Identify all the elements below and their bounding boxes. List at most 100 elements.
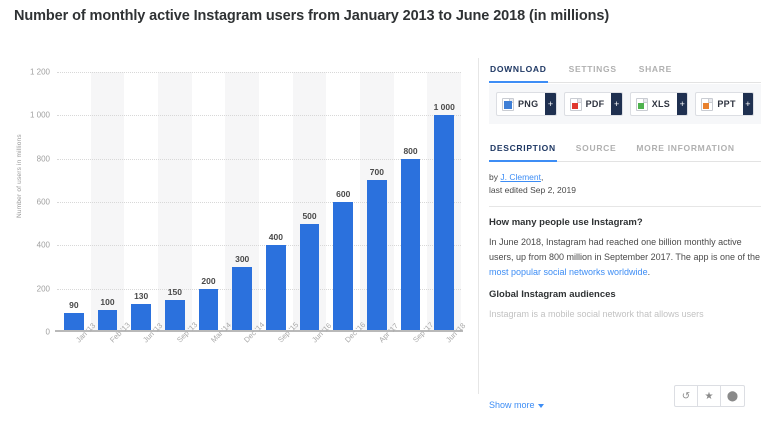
description-heading-2: Global Instagram audiences bbox=[489, 289, 616, 301]
gridline bbox=[57, 202, 461, 203]
bar-slot: 130 bbox=[124, 72, 158, 332]
description-heading-1: How many people use Instagram? bbox=[489, 217, 643, 229]
y-axis-tick-label: 800 bbox=[36, 154, 50, 164]
gridline bbox=[57, 115, 461, 117]
history-icon[interactable]: ↺ bbox=[675, 386, 698, 406]
right-panel: DOWNLOAD SETTINGS SHARE PNG + PDF + XLS + PPT + D… bbox=[489, 60, 761, 322]
download-button-label: PDF bbox=[585, 99, 605, 109]
bar-value-label: 130 bbox=[134, 290, 149, 301]
bar-value-label: 150 bbox=[167, 286, 182, 297]
bar-value-label: 400 bbox=[268, 232, 283, 243]
bar[interactable] bbox=[232, 267, 253, 332]
download-xls-button[interactable]: XLS + bbox=[629, 92, 689, 116]
download-options-toggle[interactable]: + bbox=[611, 93, 622, 115]
bar[interactable] bbox=[366, 180, 387, 332]
download-ppt-button[interactable]: PPT + bbox=[695, 92, 754, 116]
author-suffix: , bbox=[540, 172, 544, 182]
bar-slot: 300 bbox=[225, 72, 259, 332]
download-options-toggle[interactable]: + bbox=[742, 93, 753, 115]
x-tick-slot: Sep '13 bbox=[158, 320, 199, 382]
tab-source[interactable]: SOURCE bbox=[575, 143, 617, 153]
png-file-icon bbox=[502, 97, 514, 111]
bar-slot: 400 bbox=[259, 72, 293, 332]
download-button-label: PNG bbox=[518, 99, 539, 109]
tab-description[interactable]: DESCRIPTION bbox=[489, 139, 557, 162]
bar-slot: 600 bbox=[326, 72, 360, 332]
plot-area: 0 200 400 600 800 1 000 1 200 90 100 130 150 200 30… bbox=[30, 68, 463, 337]
y-axis-tick-label: 1 000 bbox=[29, 110, 50, 120]
bar-slot: 1 000 bbox=[427, 72, 461, 332]
show-more-button[interactable]: Show more bbox=[489, 400, 544, 410]
bar-value-label: 300 bbox=[235, 254, 250, 264]
x-axis-tick-labels: Jan '13 Feb '13 Jun '13 Sep '13 Mar '14 Dec '… bbox=[57, 320, 468, 382]
bar-slot: 150 bbox=[158, 72, 192, 332]
gridline bbox=[57, 288, 461, 290]
y-axis-tick-label: 200 bbox=[36, 284, 50, 294]
x-tick-slot: Mar '14 bbox=[192, 320, 233, 382]
gridline bbox=[57, 158, 461, 160]
bar-series: 90 100 130 150 200 300 400 500 600 700 800 1 000 bbox=[57, 72, 461, 332]
bar-value-label: 90 bbox=[69, 299, 79, 310]
author-link[interactable]: J. Clement bbox=[500, 172, 541, 182]
gridline bbox=[57, 72, 461, 73]
most-popular-networks-link[interactable]: most popular social networks worldwide bbox=[489, 266, 648, 277]
paragraph-1-text-a: In June 2018, Instagram had reached one … bbox=[489, 237, 760, 262]
x-tick-slot: Sep '15 bbox=[259, 320, 300, 382]
y-axis-tick-label: 400 bbox=[36, 240, 50, 250]
y-axis-tick-label: 1 200 bbox=[29, 67, 50, 77]
bar-slot: 100 bbox=[91, 72, 125, 332]
action-button-group: ↺ ★ ⬤ bbox=[674, 385, 745, 407]
download-pdf-button[interactable]: PDF + bbox=[563, 92, 623, 116]
download-button-label: PPT bbox=[717, 99, 736, 109]
y-axis-tick-label: 600 bbox=[36, 197, 50, 207]
description-paragraph-1: In June 2018, Instagram had reached one … bbox=[489, 235, 761, 279]
bar[interactable] bbox=[265, 245, 286, 332]
x-axis-line bbox=[55, 330, 463, 332]
star-icon[interactable]: ★ bbox=[698, 386, 721, 406]
download-options-toggle[interactable]: + bbox=[677, 93, 688, 115]
x-tick-slot: Jun '18 bbox=[427, 321, 467, 382]
download-png-button[interactable]: PNG + bbox=[496, 92, 557, 116]
chevron-down-icon bbox=[537, 403, 544, 408]
bar[interactable] bbox=[164, 299, 185, 332]
paragraph-1-text-b: . bbox=[647, 266, 651, 277]
bar-slot: 90 bbox=[57, 72, 91, 332]
x-tick-slot: Dec '14 bbox=[225, 320, 266, 382]
download-options-toggle[interactable]: + bbox=[545, 93, 556, 115]
bar[interactable] bbox=[97, 310, 118, 332]
bar[interactable] bbox=[333, 202, 354, 332]
show-more-label: Show more bbox=[489, 400, 535, 410]
tab-download[interactable]: DOWNLOAD bbox=[489, 60, 548, 83]
x-tick-slot: Jun '13 bbox=[124, 321, 164, 382]
bar[interactable] bbox=[198, 288, 219, 332]
bar[interactable] bbox=[400, 158, 421, 332]
bar-value-label: 200 bbox=[201, 275, 216, 286]
last-edited: last edited Sep 2, 2019 bbox=[489, 185, 576, 196]
download-tabbar: DOWNLOAD SETTINGS SHARE bbox=[489, 60, 761, 83]
bar-value-label: 100 bbox=[100, 297, 115, 308]
chart-panel: Number of users in millions 0 200 400 600 80… bbox=[0, 58, 478, 388]
x-tick-slot: Dec '16 bbox=[326, 320, 367, 382]
x-tick-slot: Jan '13 bbox=[57, 321, 97, 382]
divider bbox=[489, 206, 761, 208]
bar[interactable] bbox=[434, 115, 455, 332]
bar-value-label: 1 000 bbox=[433, 102, 455, 113]
byline: by J. Clement, last edited Sep 2, 2019 bbox=[489, 171, 761, 197]
bell-icon[interactable]: ⬤ bbox=[726, 390, 739, 402]
ppt-file-icon bbox=[701, 97, 714, 111]
y-axis-title: Number of users in millions bbox=[16, 134, 23, 218]
tab-settings[interactable]: SETTINGS bbox=[568, 64, 617, 74]
bar[interactable] bbox=[63, 312, 84, 332]
bar-value-label: 500 bbox=[302, 210, 317, 221]
tab-more-information[interactable]: MORE INFORMATION bbox=[636, 143, 735, 153]
page-title: Number of monthly active Instagram users… bbox=[14, 8, 610, 24]
bar-value-label: 700 bbox=[369, 167, 384, 178]
bar-value-label: 600 bbox=[336, 189, 351, 199]
x-tick-slot: Apr '17 bbox=[360, 321, 400, 382]
tab-share[interactable]: SHARE bbox=[638, 64, 672, 74]
bar-slot: 500 bbox=[293, 72, 327, 332]
x-tick-slot: Feb '13 bbox=[91, 320, 132, 382]
download-button-label: XLS bbox=[651, 99, 671, 109]
bar[interactable] bbox=[299, 223, 320, 332]
bar[interactable] bbox=[131, 303, 152, 332]
